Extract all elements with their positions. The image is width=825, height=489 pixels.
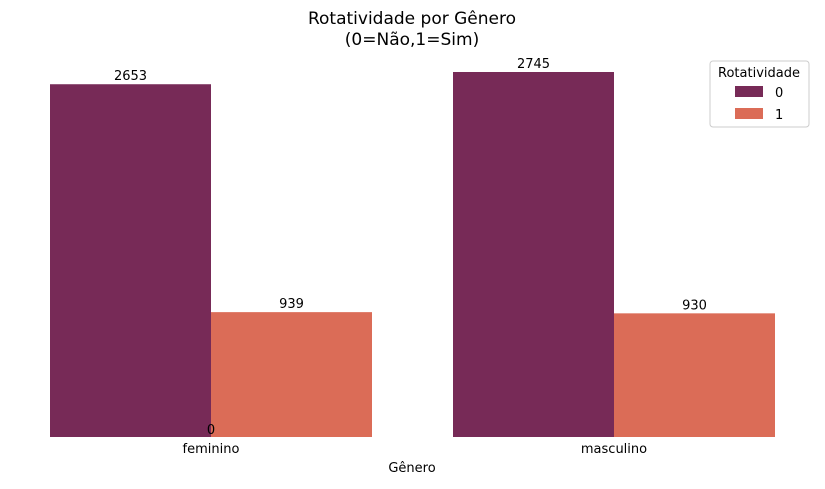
annotation-0: 0 bbox=[207, 423, 215, 438]
bar-feminino-series-1 bbox=[211, 312, 372, 437]
data-label-masculino-series-1: 930 bbox=[682, 298, 707, 313]
bar-masculino-series-0 bbox=[453, 72, 614, 437]
legend-swatch-series-0 bbox=[735, 86, 763, 97]
x-tick-label-masculino: masculino bbox=[581, 442, 647, 457]
data-labels-group: 2653 939 2745 930 0 bbox=[114, 57, 707, 438]
bar-feminino-series-0 bbox=[50, 84, 211, 437]
legend-swatch-series-1 bbox=[735, 108, 763, 119]
x-tick-label-feminino: feminino bbox=[183, 442, 240, 457]
chart-title: Rotatividade por Gênero bbox=[308, 9, 516, 29]
chart-subtitle: (0=Não,1=Sim) bbox=[345, 30, 479, 50]
x-axis-label: Gênero bbox=[388, 461, 435, 476]
legend-label-series-1: 1 bbox=[775, 108, 783, 123]
bar-masculino-series-1 bbox=[614, 313, 775, 437]
legend: Rotatividade 0 1 bbox=[709, 60, 810, 128]
x-tick-labels-group: feminino masculino bbox=[183, 442, 648, 457]
data-label-masculino-series-0: 2745 bbox=[517, 57, 550, 72]
legend-label-series-0: 0 bbox=[775, 86, 783, 101]
data-label-feminino-series-1: 939 bbox=[279, 297, 304, 312]
data-label-feminino-series-0: 2653 bbox=[114, 69, 147, 84]
bars-group bbox=[50, 72, 775, 437]
legend-title: Rotatividade bbox=[718, 66, 800, 81]
